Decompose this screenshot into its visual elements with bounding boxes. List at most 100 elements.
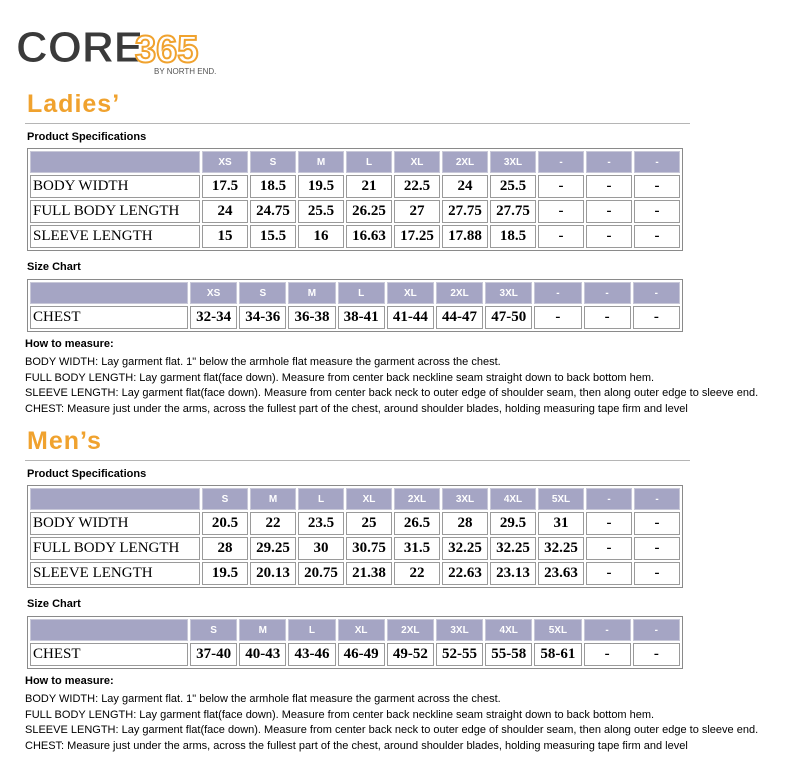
cell: 17.25	[394, 225, 440, 248]
measure-line: BODY WIDTH: Lay garment flat. 1" below t…	[25, 693, 501, 705]
cell: 30.75	[346, 537, 392, 560]
cell: 17.5	[202, 175, 248, 198]
cell: 15	[202, 225, 248, 248]
header-row: S M L XL 2XL 3XL 4XL 5XL - -	[30, 619, 680, 641]
data-row: FULL BODY LENGTH 28 29.25 30 30.75 31.5 32.25 3…	[30, 537, 680, 560]
cell: 55-58	[485, 643, 533, 666]
cell: 29.25	[250, 537, 296, 560]
cell: 32.25	[538, 537, 584, 560]
cell: 37-40	[190, 643, 238, 666]
cell: -	[634, 200, 680, 223]
header-cell: -	[586, 488, 632, 510]
header-cell: XL	[337, 619, 385, 641]
cell: 18.5	[490, 225, 536, 248]
cell: 25.5	[490, 175, 536, 198]
cell: 49-52	[386, 643, 434, 666]
header-cell: S	[239, 282, 287, 304]
cell: 16.63	[346, 225, 392, 248]
measure-line: FULL BODY LENGTH: Lay garment flat(face …	[25, 371, 655, 384]
cell: 31	[538, 512, 584, 535]
header-cell: 4XL	[490, 488, 536, 510]
header-row: XS S M L XL 2XL 3XL - - -	[30, 282, 680, 304]
header-cell	[30, 151, 200, 173]
cell: 58-61	[534, 643, 582, 666]
row-label: CHEST	[30, 306, 188, 329]
cell: 20.5	[202, 512, 248, 535]
cell: 25.5	[298, 200, 344, 223]
cell: 46-49	[337, 643, 385, 666]
cell: 23.13	[490, 562, 536, 585]
cell: 21.38	[346, 562, 392, 585]
divider	[25, 123, 690, 124]
size-label: Size Chart	[27, 598, 81, 610]
header-cell: 4XL	[485, 619, 533, 641]
size-table: S M L XL 2XL 3XL 4XL 5XL - - CHEST 37-40 40-43 43-46 4…	[27, 616, 683, 669]
header-cell: XS	[202, 151, 248, 173]
cell: 43-46	[288, 643, 336, 666]
header-cell: 3XL	[485, 282, 533, 304]
cell: 44-47	[435, 306, 484, 329]
cell: 20.75	[298, 562, 344, 585]
data-row: BODY WIDTH 17.5 18.5 19.5 21 22.5 24 25.5- - -	[30, 175, 680, 198]
measure-line: SLEEVE LENGTH: Lay garment flat(face dow…	[25, 387, 759, 400]
cell: 28	[442, 512, 488, 535]
header-row: S M L XL 2XL 3XL 4XL 5XL - -	[30, 488, 680, 510]
header-cell: XS	[190, 282, 238, 304]
header-row: XS S M L XL 2XL 3XL - - -	[30, 151, 680, 173]
cell: 27.75	[442, 200, 488, 223]
cell: 22.5	[394, 175, 440, 198]
measure-line: CHEST: Measure just under the arms, acro…	[25, 403, 688, 416]
logo: CORE 365 BY NORTH END.	[16, 23, 217, 77]
row-label: FULL BODY LENGTH	[30, 200, 200, 223]
header-cell: 3XL	[435, 619, 484, 641]
measure-label: How to measure:	[25, 338, 114, 350]
header-cell: -	[632, 282, 680, 304]
size-table: XS S M L XL 2XL 3XL - - - CHEST 32-34 34-36 36-38 38-4…	[27, 279, 683, 332]
cell: 23.5	[298, 512, 344, 535]
cell: 41-44	[386, 306, 434, 329]
cell: 36-38	[288, 306, 336, 329]
header-cell: -	[583, 282, 631, 304]
cell: 32.25	[490, 537, 536, 560]
row-label: FULL BODY LENGTH	[30, 537, 200, 560]
header-cell: M	[250, 488, 296, 510]
spec-table: S M L XL 2XL 3XL 4XL 5XL - - BODY WIDTH 20.5 22 23.5 2…	[27, 485, 683, 588]
data-row: FULL BODY LENGTH 24 24.75 25.5 26.25 27 27.75 2…	[30, 200, 680, 223]
row-label: SLEEVE LENGTH	[30, 225, 200, 248]
header-cell: -	[538, 151, 584, 173]
cell: 24	[442, 175, 488, 198]
cell: 27	[394, 200, 440, 223]
header-cell: 2XL	[394, 488, 440, 510]
header-cell: 5XL	[534, 619, 582, 641]
header-cell: -	[632, 619, 680, 641]
row-label: CHEST	[30, 643, 188, 666]
cell: 47-50	[485, 306, 533, 329]
cell: 18.5	[250, 175, 296, 198]
row-label: BODY WIDTH	[30, 512, 200, 535]
cell: -	[538, 225, 584, 248]
header-cell: 3XL	[442, 488, 488, 510]
data-row: SLEEVE LENGTH 15 15.5 16 16.63 17.25 17.88 18.5…	[30, 225, 680, 248]
spec-label: Product Specifications	[27, 131, 147, 143]
measure-label: How to measure:	[25, 675, 114, 687]
cell: -	[586, 225, 632, 248]
cell: 22.63	[442, 562, 488, 585]
header-cell: XL	[346, 488, 392, 510]
header-cell: 3XL	[490, 151, 536, 173]
cell: 38-41	[337, 306, 385, 329]
header-cell: XL	[386, 282, 434, 304]
cell: 23.63	[538, 562, 584, 585]
cell: -	[586, 562, 632, 585]
cell: -	[586, 200, 632, 223]
cell: 40-43	[239, 643, 287, 666]
cell: -	[634, 537, 680, 560]
header-cell: 2XL	[442, 151, 488, 173]
cell: 32.25	[442, 537, 488, 560]
section-title: Ladies’	[27, 90, 121, 118]
logo-tagline: BY NORTH END.	[154, 67, 216, 76]
cell: -	[586, 512, 632, 535]
cell: -	[634, 175, 680, 198]
header-cell: XL	[394, 151, 440, 173]
cell: -	[583, 643, 631, 666]
